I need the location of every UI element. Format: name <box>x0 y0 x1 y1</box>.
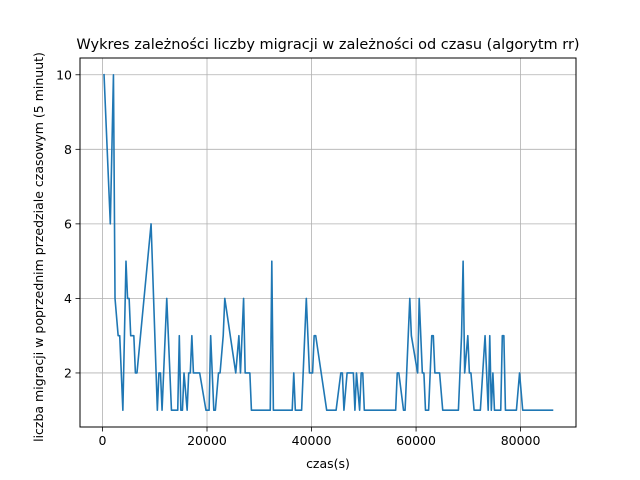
series-line <box>103 73 554 412</box>
x-tick-label: 60000 <box>396 433 436 448</box>
y-tick-label: 8 <box>64 142 72 157</box>
x-axis-label: czas(s) <box>306 456 350 471</box>
y-tick-label: 10 <box>56 67 72 82</box>
y-tick-label: 6 <box>64 216 72 231</box>
x-tick-label: 0 <box>98 433 106 448</box>
x-tick-label: 20000 <box>187 433 227 448</box>
grid-lines <box>80 58 576 427</box>
x-tick-label: 40000 <box>292 433 332 448</box>
y-axis-label: liczba migracji w poprzednim przedziale … <box>31 52 46 442</box>
chart-title: Wykres zależności liczby migracji w zale… <box>76 37 579 53</box>
x-tick-label: 80000 <box>501 433 541 448</box>
y-tick-label: 4 <box>64 291 72 306</box>
data-series <box>103 73 554 412</box>
x-axis-ticks: 0 20000 40000 60000 80000 <box>98 427 541 448</box>
y-axis-ticks: 2 4 6 8 10 <box>56 67 80 380</box>
y-tick-label: 2 <box>64 365 72 380</box>
plot-frame <box>79 57 577 428</box>
